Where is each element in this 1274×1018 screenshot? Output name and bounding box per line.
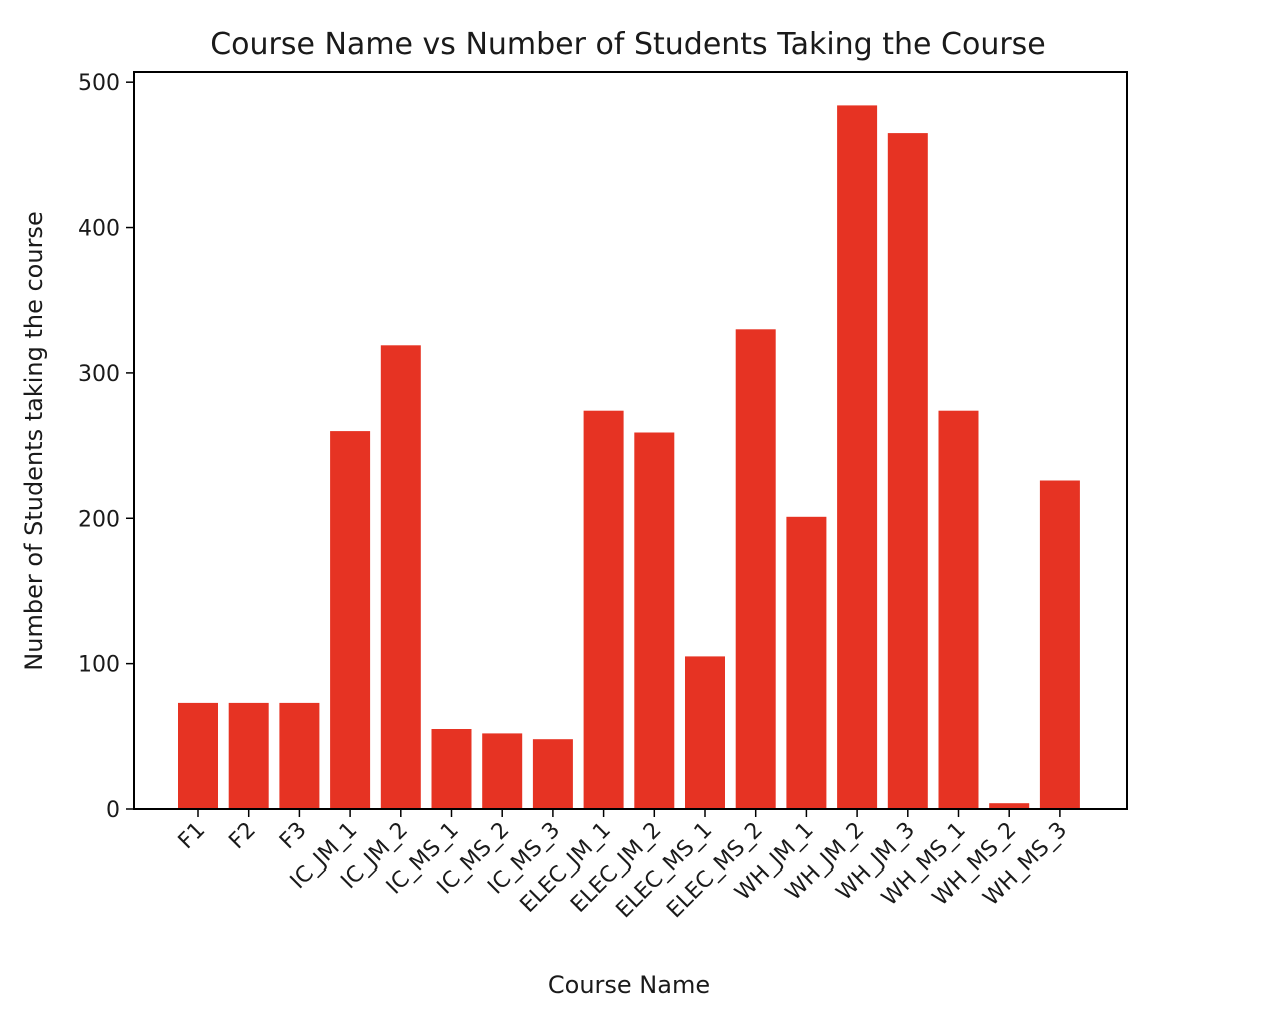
bar-wh-jm-2 <box>837 105 878 809</box>
bar-ic-jm-2 <box>380 345 421 809</box>
y-tick-label: 100 <box>78 653 120 678</box>
bar-wh-ms-3 <box>1039 480 1080 809</box>
y-tick-label: 0 <box>106 798 120 823</box>
bar-ic-ms-3 <box>532 739 573 809</box>
bar-elec-ms-1 <box>685 656 725 809</box>
bar-f2 <box>228 702 269 809</box>
bar-wh-ms-2 <box>989 803 1030 809</box>
bar-ic-ms-1 <box>431 729 472 809</box>
y-tick-label: 300 <box>78 362 120 387</box>
bar-wh-jm-3 <box>887 133 928 810</box>
y-axis-label: Number of Students taking the course <box>20 211 48 670</box>
bar-wh-jm-1 <box>786 516 827 809</box>
bar-ic-ms-2 <box>482 733 523 809</box>
plot-frame <box>133 71 1128 810</box>
bars-group <box>178 105 1080 810</box>
bar-elec-jm-2 <box>634 432 675 809</box>
bar-wh-ms-1 <box>938 410 979 809</box>
chart-title: Course Name vs Number of Students Taking… <box>210 27 1046 62</box>
bar-f1 <box>178 702 218 809</box>
y-tick-label: 200 <box>78 507 120 532</box>
bar-elec-ms-2 <box>735 329 776 809</box>
y-tick-label: 500 <box>78 71 120 96</box>
x-tick-label: F3 <box>275 818 312 855</box>
x-tick-label: F1 <box>174 818 211 855</box>
y-tick-label: 400 <box>78 217 120 242</box>
bar-elec-jm-1 <box>583 410 624 809</box>
bar-f3 <box>279 702 320 809</box>
x-axis: F1 F2 F3IC_JM_1IC_JM_2IC_MS_1IC_MS_2IC_MS_… <box>174 809 1072 923</box>
y-axis: 0 100 200 300 400 500 <box>78 71 134 823</box>
x-axis-label: Course Name <box>548 971 710 999</box>
x-tick-label: F2 <box>224 818 261 855</box>
bar-ic-jm-1 <box>330 431 371 809</box>
